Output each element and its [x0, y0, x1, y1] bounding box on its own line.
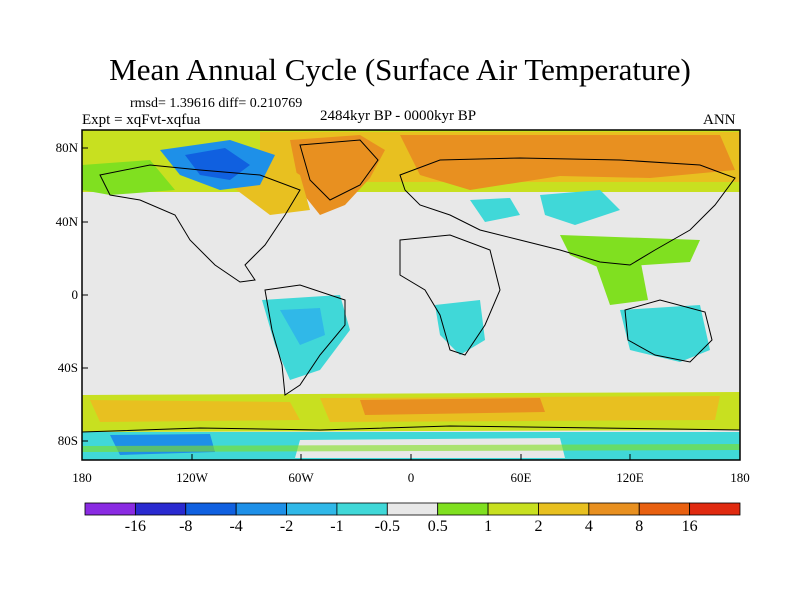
- south-america-outline: [264, 284, 346, 396]
- stats-label: rmsd= 1.39616 diff= 0.210769: [130, 96, 303, 111]
- siberia-warm-region: [400, 135, 735, 190]
- colorbar-swatch: [386, 502, 439, 516]
- period-label: 2484kyr BP - 0000kyr BP: [320, 108, 477, 124]
- antarctica-outline: [81, 425, 741, 433]
- colorbar-swatch: [588, 502, 640, 516]
- australia-outline: [624, 299, 713, 363]
- colorbar: [84, 502, 741, 516]
- colorbar-swatch: [487, 502, 539, 516]
- greenland-outline: [299, 139, 379, 201]
- asia-green-band: [560, 235, 700, 268]
- north-america-outline: [99, 164, 301, 283]
- colorbar-swatch: [185, 502, 237, 516]
- y-label-80s: 80S: [57, 433, 78, 448]
- colorbar-tick-label: 1: [484, 518, 493, 535]
- southern-ocean-orange: [90, 400, 300, 422]
- colorbar-tick-label: -0.5: [374, 518, 400, 535]
- y-label-40s: 40S: [57, 360, 78, 375]
- season-label: ANN: [703, 112, 736, 128]
- colorbar-tick-label: -1: [330, 518, 344, 535]
- x-label-120w: 120W: [176, 470, 208, 485]
- colorbar-swatch: [235, 502, 287, 516]
- canada-cold-core: [185, 148, 250, 180]
- colorbar-tick-label: -16: [124, 518, 147, 535]
- x-label-180w: 180: [72, 470, 92, 485]
- coastlines: [81, 139, 741, 433]
- colorbar-swatch: [286, 502, 338, 516]
- map-title: Mean Annual Cycle (Surface Air Temperatu…: [109, 52, 691, 87]
- colorbar-swatch: [84, 502, 136, 516]
- colorbar-tick-label: -2: [279, 518, 294, 535]
- colorbar-tick-label: 8: [635, 518, 644, 535]
- y-label-0: 0: [71, 287, 79, 302]
- experiment-label: Expt = xqFvt-xqfua: [82, 112, 201, 128]
- y-label-40n: 40N: [55, 214, 78, 229]
- colorbar-tick-label: 2: [534, 518, 543, 535]
- south-america-core: [280, 308, 325, 345]
- colorbar-tick-label: 16: [681, 518, 698, 535]
- colorbar-tick-label: 4: [584, 518, 593, 535]
- colorbar-swatch: [638, 502, 691, 516]
- africa-outline: [399, 234, 501, 356]
- southeast-asia-green: [595, 258, 648, 305]
- eurasia-outline: [399, 157, 736, 266]
- colorbar-swatch: [437, 502, 489, 516]
- southern-ocean-warm-core: [360, 398, 545, 415]
- asia-cool-patch-1: [540, 190, 620, 225]
- x-label-0: 0: [407, 470, 415, 485]
- antarctica-green-strip: [82, 444, 740, 452]
- y-label-80n: 80N: [55, 140, 78, 155]
- greenland-warm-region: [290, 135, 385, 215]
- asia-cool-patch-2: [470, 198, 520, 222]
- colorbar-swatch: [538, 502, 590, 516]
- colorbar-tick-label: 0.5: [427, 518, 448, 535]
- colorbar-tick-label: -4: [229, 518, 243, 535]
- colorbar-swatch: [689, 502, 741, 516]
- x-ticks: [81, 454, 741, 460]
- colorbar-swatch: [134, 502, 187, 516]
- x-label-120e: 120E: [616, 470, 644, 485]
- x-label-60e: 60E: [510, 470, 532, 485]
- x-label-180e: 180: [730, 470, 750, 485]
- colorbar-tick-label: -8: [179, 518, 193, 535]
- x-label-60w: 60W: [288, 470, 314, 485]
- y-ticks: [82, 147, 88, 442]
- colorbar-swatch: [336, 502, 388, 516]
